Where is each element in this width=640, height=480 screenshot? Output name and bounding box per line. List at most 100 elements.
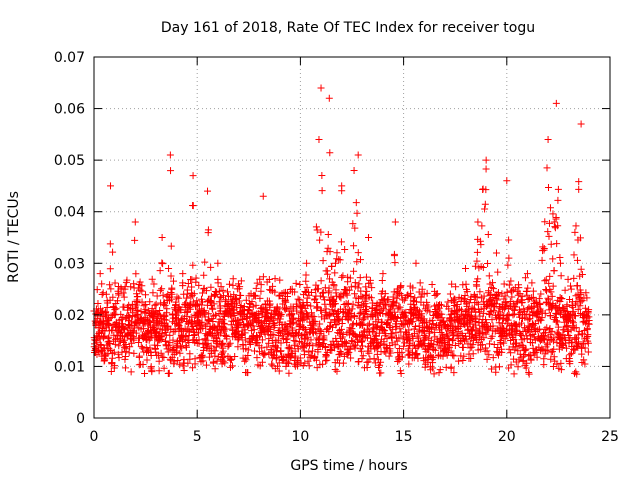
data-point <box>266 286 274 294</box>
data-point <box>331 269 339 277</box>
data-point <box>400 342 408 350</box>
data-point <box>281 306 289 314</box>
data-point <box>572 324 580 332</box>
data-point <box>120 325 128 333</box>
data-point <box>541 309 549 317</box>
data-point <box>323 348 331 356</box>
data-point <box>583 325 591 333</box>
data-point <box>328 262 336 270</box>
data-point <box>152 300 160 308</box>
data-point <box>585 317 593 325</box>
data-point <box>576 302 584 310</box>
data-point <box>308 347 316 355</box>
data-point <box>106 240 114 248</box>
data-point <box>344 299 352 307</box>
data-point <box>311 352 319 360</box>
data-point <box>539 243 547 251</box>
data-point <box>393 314 401 322</box>
data-point <box>357 256 365 264</box>
data-point <box>268 360 276 368</box>
data-point <box>428 324 436 332</box>
data-point <box>212 311 220 319</box>
x-axis-label: GPS time / hours <box>290 458 407 474</box>
data-point <box>184 359 192 367</box>
data-point <box>156 267 164 275</box>
data-point <box>538 256 546 264</box>
y-axis-label: ROTI / TECUs <box>6 191 22 283</box>
data-point <box>225 280 233 288</box>
data-point <box>181 300 189 308</box>
data-point <box>179 270 187 278</box>
data-point <box>355 280 363 288</box>
data-point <box>415 334 423 342</box>
data-point <box>472 308 480 316</box>
data-point <box>132 329 140 337</box>
data-point <box>450 331 458 339</box>
data-point <box>189 202 197 210</box>
data-point <box>316 320 324 328</box>
data-point <box>311 295 319 303</box>
data-point <box>363 303 371 311</box>
data-point <box>204 226 212 234</box>
data-point <box>508 287 516 295</box>
data-point <box>351 312 359 320</box>
data-point <box>232 294 240 302</box>
data-point <box>552 99 560 107</box>
data-point <box>467 355 475 362</box>
data-point <box>527 356 535 364</box>
data-point <box>210 300 218 308</box>
x-tick-label: 25 <box>601 429 619 445</box>
data-point <box>371 332 379 340</box>
data-point <box>326 149 334 157</box>
data-point <box>544 228 552 236</box>
data-point <box>131 236 139 244</box>
data-point <box>542 276 550 284</box>
data-point <box>448 280 456 288</box>
data-point <box>416 279 424 287</box>
data-point <box>523 359 531 367</box>
data-point <box>136 286 144 294</box>
data-point <box>409 284 417 292</box>
data-point <box>271 321 279 329</box>
data-point <box>139 361 147 369</box>
data-point <box>107 346 115 354</box>
data-point <box>313 298 321 306</box>
data-point <box>248 298 256 306</box>
data-point <box>195 281 203 289</box>
data-point <box>503 177 511 185</box>
data-point <box>518 293 526 301</box>
data-point <box>430 340 438 348</box>
data-point <box>581 344 589 352</box>
data-point <box>312 281 320 289</box>
data-point <box>109 248 117 256</box>
data-point <box>463 288 471 296</box>
data-point <box>317 277 325 285</box>
data-point <box>452 283 460 291</box>
data-point <box>383 335 391 343</box>
data-point <box>533 353 541 361</box>
data-point <box>194 300 202 308</box>
data-point <box>316 236 324 244</box>
data-point <box>175 294 183 302</box>
data-point <box>461 291 469 299</box>
data-point <box>214 259 222 267</box>
data-point <box>450 352 458 360</box>
data-point <box>167 167 175 175</box>
data-point <box>307 302 315 310</box>
data-point <box>574 338 582 346</box>
data-point <box>170 277 178 285</box>
data-point <box>456 316 464 324</box>
data-point <box>326 248 334 256</box>
data-point <box>211 365 219 373</box>
data-point <box>330 282 338 290</box>
data-point <box>112 305 120 313</box>
data-point <box>215 287 223 295</box>
data-point <box>330 344 338 352</box>
data-point <box>156 286 164 294</box>
data-point <box>163 305 171 313</box>
data-point <box>552 317 560 325</box>
data-point <box>316 326 324 334</box>
data-point <box>552 302 560 310</box>
data-point <box>132 270 140 278</box>
data-point <box>488 316 496 324</box>
